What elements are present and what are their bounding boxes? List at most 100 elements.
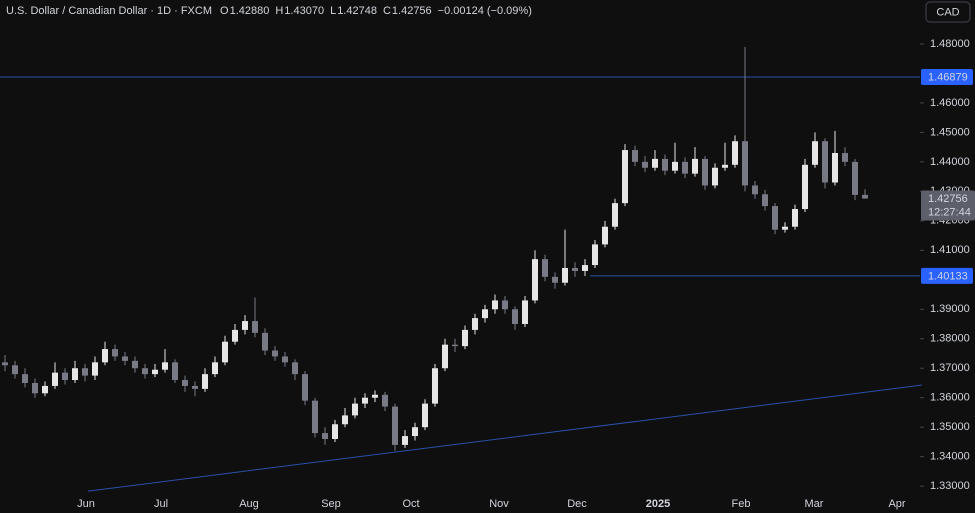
candle-body	[262, 332, 268, 351]
ohlc-key: C	[383, 5, 391, 17]
ohlc-value: 1.43070	[284, 5, 324, 17]
candle-body	[792, 209, 798, 227]
candle-body	[842, 153, 848, 162]
candle-body	[32, 382, 38, 394]
candle-body	[862, 194, 868, 199]
candle-body	[412, 427, 418, 437]
x-tick-label: Feb	[732, 498, 751, 510]
header: U.S. Dollar / Canadian Dollar · 1D · FXC…	[6, 5, 532, 17]
candle-body	[362, 397, 368, 404]
candle-body	[692, 158, 698, 174]
candle-body	[582, 265, 588, 271]
level-label-box	[921, 68, 973, 85]
candle-body	[222, 341, 228, 363]
candle-body	[42, 385, 48, 394]
y-tick-label: 1.45000	[930, 126, 970, 138]
candle-body	[522, 300, 528, 325]
x-tick-label: Apr	[888, 498, 905, 510]
candle-body	[352, 403, 358, 416]
x-tick-label: Jul	[154, 498, 168, 510]
candle-body	[472, 318, 478, 330]
candle-body	[162, 362, 168, 370]
candle-body	[542, 259, 548, 277]
y-tick-label: 1.36000	[930, 392, 970, 404]
candle-body	[372, 394, 378, 398]
candle-body	[512, 309, 518, 325]
candle-body	[662, 158, 668, 171]
candle-body	[762, 194, 768, 207]
x-tick-label: Oct	[402, 498, 419, 510]
candle-body	[212, 362, 218, 375]
level-label: 1.46879	[928, 71, 968, 83]
candle-body	[322, 433, 328, 439]
candle-body	[402, 436, 408, 445]
candle-body	[92, 362, 98, 376]
candle-body	[72, 368, 78, 381]
candle-body	[122, 356, 128, 361]
candle-body	[82, 368, 88, 376]
candle-body	[552, 276, 558, 283]
y-tick-label: 1.44000	[930, 156, 970, 168]
candle-body	[172, 362, 178, 381]
y-tick-label: 1.46000	[930, 97, 970, 109]
candle-body	[422, 403, 428, 428]
y-tick-label: 1.39000	[930, 303, 970, 315]
candle-body	[442, 344, 448, 369]
candle-body	[632, 150, 638, 162]
candle-body	[272, 350, 278, 357]
trendline	[87, 384, 923, 492]
x-tick-label: Sep	[321, 498, 341, 510]
x-tick-label: Aug	[239, 498, 259, 510]
candle-body	[502, 300, 508, 310]
symbol-title: U.S. Dollar / Canadian Dollar · 1D · FXC…	[6, 5, 212, 17]
x-tick-label: 2025	[646, 498, 670, 510]
level-label-box	[921, 267, 973, 284]
candle-body	[772, 206, 778, 230]
candle-body	[652, 158, 658, 168]
candle-body	[452, 344, 458, 347]
candle-body	[102, 349, 108, 363]
candle-body	[602, 226, 608, 245]
y-tick-label: 1.33000	[930, 480, 970, 492]
ohlc-value: 1.42880	[230, 5, 270, 17]
candle-body	[852, 161, 858, 195]
ohlc-value: 1.42748	[337, 5, 377, 17]
candle-body	[342, 415, 348, 425]
candle-body	[22, 374, 28, 383]
candle-body	[292, 362, 298, 375]
candle-body	[712, 167, 718, 186]
y-tick-label: 1.37000	[930, 362, 970, 374]
candle-body	[302, 374, 308, 401]
candle-body	[182, 380, 188, 386]
ohlc-value: 1.42756	[392, 5, 432, 17]
level-label: 1.40133	[928, 270, 968, 282]
candle-body	[822, 141, 828, 183]
candle-body	[592, 244, 598, 266]
candle-body	[732, 141, 738, 165]
candle-body	[202, 374, 208, 389]
candle-body	[462, 329, 468, 347]
candle-body	[62, 372, 68, 381]
candle-body	[142, 368, 148, 375]
y-tick-label: 1.34000	[930, 451, 970, 463]
candle-body	[2, 362, 8, 366]
candle-body	[642, 161, 648, 168]
candle-body	[252, 321, 258, 333]
y-tick-label: 1.35000	[930, 421, 970, 433]
candle-body	[722, 164, 728, 168]
candle-body	[12, 365, 18, 375]
candle-body	[702, 158, 708, 186]
candle-body	[232, 329, 238, 342]
candle-body	[812, 141, 818, 165]
candle-body	[132, 360, 138, 369]
last-price-label: 1.42756	[928, 193, 968, 205]
candle-body	[52, 372, 58, 386]
currency-box[interactable]	[925, 1, 971, 23]
candle-body	[562, 267, 568, 283]
ohlc-key: O	[220, 5, 229, 17]
candle-body	[742, 141, 748, 186]
candle-body	[392, 406, 398, 445]
currency: CAD	[936, 6, 959, 18]
